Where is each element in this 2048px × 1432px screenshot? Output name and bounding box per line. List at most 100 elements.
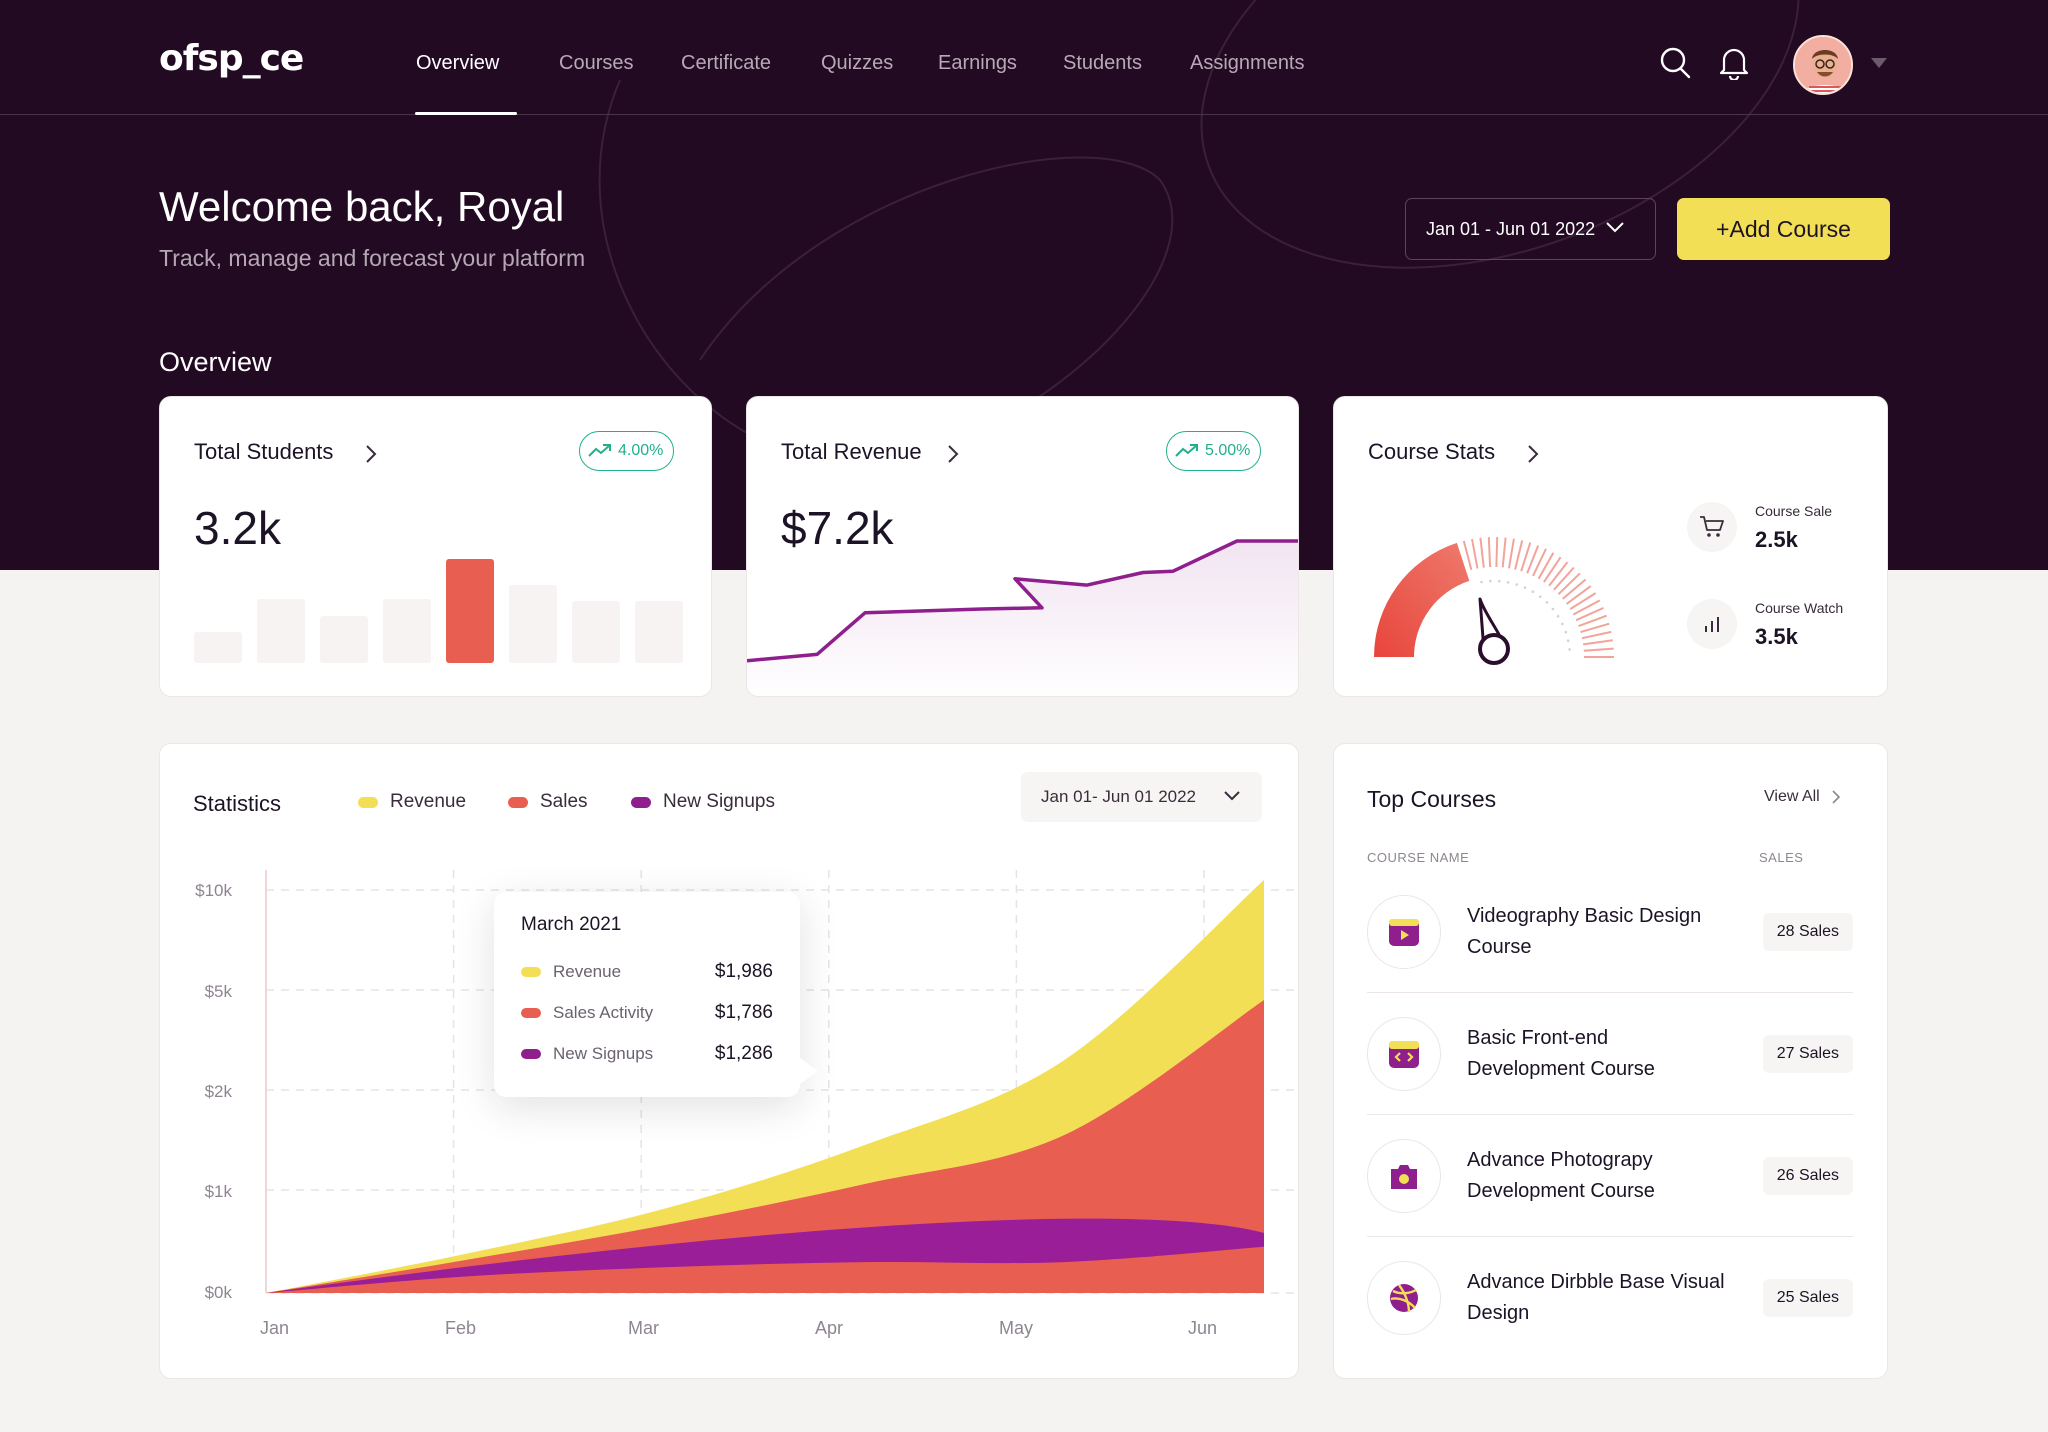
x-tick: Jun xyxy=(1188,1318,1218,1338)
course-name: Advance Photograpy Development Course xyxy=(1467,1149,1655,1202)
course-name: Videography Basic Design Course xyxy=(1467,905,1702,958)
gauge-dot xyxy=(1568,648,1571,651)
legend-label: New Signups xyxy=(663,791,775,812)
logo[interactable]: ofsp_ce xyxy=(159,38,304,79)
tooltip-value: $1,986 xyxy=(714,961,773,982)
gauge-tick xyxy=(1581,630,1612,640)
nav-quizzes[interactable]: Quizzes xyxy=(821,52,894,74)
legend-dot xyxy=(508,796,528,808)
tooltip-row-revenue: Revenue $1,986 xyxy=(521,960,773,984)
gauge-tick xyxy=(1582,639,1613,646)
course-name: Advance Dirbble Base Visual Design xyxy=(1467,1271,1725,1324)
legend-revenue[interactable]: Revenue xyxy=(358,791,466,813)
statistics-date-picker[interactable]: Jan 01- Jun 01 2022 xyxy=(1021,772,1262,822)
sales-count: 28 Sales xyxy=(1762,913,1853,951)
nav-assignments[interactable]: Assignments xyxy=(1190,52,1305,74)
gauge-tick xyxy=(1566,585,1592,605)
gauge-dot xyxy=(1523,586,1527,589)
course-name: Basic Front-end Development Course xyxy=(1467,1027,1655,1080)
student-bar xyxy=(446,559,494,663)
change-badge: 5.00% xyxy=(1166,431,1262,471)
avatar[interactable] xyxy=(1793,35,1853,95)
tooltip-value: $1,786 xyxy=(714,1002,773,1023)
legend-dot xyxy=(521,1008,541,1018)
course-row[interactable]: Basic Front-end Development Course 27 Sa… xyxy=(1367,993,1853,1115)
legend-dot xyxy=(358,796,378,808)
search-icon[interactable] xyxy=(1659,46,1691,85)
gauge-dot xyxy=(1561,622,1564,626)
x-tick: Feb xyxy=(445,1318,477,1338)
y-tick: $5k xyxy=(204,982,232,1001)
course-row[interactable]: Advance Photograpy Development Course 26… xyxy=(1367,1115,1853,1237)
video-icon xyxy=(1367,895,1441,969)
course-stats-card[interactable]: Course Stats Course Sale 2.5k Course Wat… xyxy=(1333,396,1888,697)
nav-students[interactable]: Students xyxy=(1063,52,1142,74)
nav-certificate[interactable]: Certificate xyxy=(681,52,772,74)
caret-down-icon[interactable] xyxy=(1870,56,1888,74)
tooltip-row-signups: New Signups $1,286 xyxy=(521,1042,773,1066)
gauge-tick xyxy=(1501,537,1507,568)
bar-chart-icon xyxy=(1687,599,1737,649)
course-row[interactable]: Advance Dirbble Base Visual Design 25 Sa… xyxy=(1367,1237,1853,1359)
gauge-tick xyxy=(1562,578,1587,600)
date-range-label: Jan 01- Jun 01 2022 xyxy=(1041,787,1197,806)
student-bar xyxy=(257,599,305,663)
gauge-tick xyxy=(1487,537,1492,568)
view-all-link[interactable]: View All xyxy=(1764,788,1840,806)
legend-sales[interactable]: Sales xyxy=(508,791,588,813)
student-bar xyxy=(572,601,620,663)
gauge-dot xyxy=(1556,614,1560,618)
course-row[interactable]: Videography Basic Design Course 28 Sales xyxy=(1367,871,1853,993)
add-course-button[interactable]: +Add Course xyxy=(1677,198,1890,260)
nav-earnings[interactable]: Earnings xyxy=(938,52,1017,74)
x-tick: Apr xyxy=(815,1318,844,1338)
trend-up-icon xyxy=(588,444,611,457)
legend-dot xyxy=(631,796,651,808)
page-subtitle: Track, manage and forecast your platform xyxy=(159,245,586,271)
gauge-dot xyxy=(1545,601,1549,604)
tooltip-pointer xyxy=(796,1055,818,1087)
gauge-dot xyxy=(1498,579,1501,583)
gauge-tick xyxy=(1532,548,1547,577)
change-value: 4.00% xyxy=(618,442,664,459)
gauge-tick xyxy=(1569,592,1597,610)
course-stats-gauge xyxy=(1374,536,1614,665)
gauge-tick xyxy=(1575,606,1604,622)
bell-icon[interactable] xyxy=(1719,46,1749,85)
column-header-course-name: COURSE NAME xyxy=(1367,850,1470,865)
nav-overview[interactable]: Overview xyxy=(416,52,500,74)
chevron-right-icon[interactable] xyxy=(947,444,959,469)
tooltip-label: Sales Activity xyxy=(553,1003,654,1022)
sales-count: 27 Sales xyxy=(1762,1035,1853,1073)
tooltip-row-sales: Sales Activity $1,786 xyxy=(521,1001,773,1025)
revenue-line xyxy=(747,539,1298,663)
gauge-dot xyxy=(1538,595,1542,598)
gauge-tick xyxy=(1557,572,1581,595)
total-revenue-card[interactable]: Total Revenue 5.00% $7.2k xyxy=(746,396,1299,697)
gauge-dot xyxy=(1564,630,1568,634)
nav-active-indicator xyxy=(415,112,517,115)
card-title: Total Students xyxy=(194,439,334,464)
course-sale-label: Course Sale xyxy=(1755,503,1833,519)
dribbble-icon xyxy=(1367,1261,1441,1335)
chevron-down-icon xyxy=(1224,791,1240,801)
gauge-tick xyxy=(1580,622,1610,634)
legend-new-signups[interactable]: New Signups xyxy=(631,791,775,813)
chevron-right-icon[interactable] xyxy=(365,444,377,469)
student-bar xyxy=(194,632,242,663)
gauge-tick xyxy=(1578,614,1608,628)
total-students-card[interactable]: Total Students 4.00% 3.2k xyxy=(159,396,712,697)
date-range-picker[interactable]: Jan 01 - Jun 01 2022 xyxy=(1405,198,1656,260)
gauge-tick xyxy=(1572,599,1601,616)
view-all-label: View All xyxy=(1764,788,1820,805)
nav-courses[interactable]: Courses xyxy=(559,52,634,74)
gauge-tick xyxy=(1583,647,1614,652)
y-tick: $0k xyxy=(204,1283,232,1302)
gauge-tick xyxy=(1508,538,1515,569)
chevron-right-icon[interactable] xyxy=(1527,444,1539,469)
cart-icon xyxy=(1687,502,1737,552)
sales-count: 25 Sales xyxy=(1762,1279,1853,1317)
tooltip-title: March 2021 xyxy=(521,914,622,935)
gauge-fill xyxy=(1374,542,1470,657)
x-tick: May xyxy=(999,1318,1034,1338)
